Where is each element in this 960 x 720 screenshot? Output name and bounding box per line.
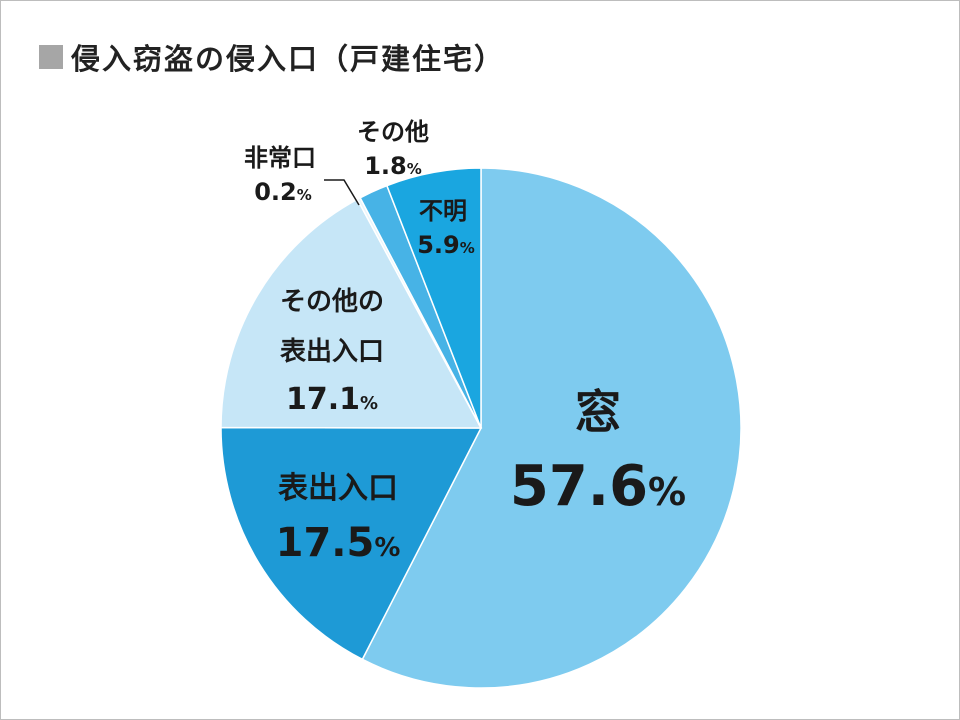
slice-label-emergency-exit: 非常口 (244, 144, 316, 172)
chart-title: 侵入窃盗の侵入口（戸建住宅） (71, 42, 506, 76)
slice-label-other-entrance-line1: その他の (280, 287, 384, 317)
title-marker-square (39, 45, 63, 69)
slice-value-unknown: 5.9% (417, 231, 475, 259)
slice-label-unknown: 不明 (419, 197, 467, 225)
slice-value-window: 57.6% (510, 454, 686, 519)
chart-title-row: 侵入窃盗の侵入口（戸建住宅） (39, 37, 505, 77)
slice-label-other-entrance-line2: 表出入口 (280, 337, 384, 367)
slice-label-window: 窓 (575, 385, 621, 439)
slice-value-emergency-exit: 0.2% (254, 178, 312, 206)
pie-slice-1 (361, 167, 742, 689)
pie-slice-2 (220, 426, 483, 661)
leader-line-emergency-exit (324, 179, 360, 206)
slice-label-other: その他 (357, 118, 429, 146)
pie-slice-3 (220, 198, 483, 429)
slice-value-other: 1.8% (364, 152, 422, 180)
pie-slice-6 (385, 167, 482, 429)
slice-value-other-entrance: 17.1% (286, 382, 378, 417)
slice-value-front-entrance: 17.5% (276, 520, 401, 566)
slice-label-front-entrance: 表出入口 (278, 471, 398, 506)
